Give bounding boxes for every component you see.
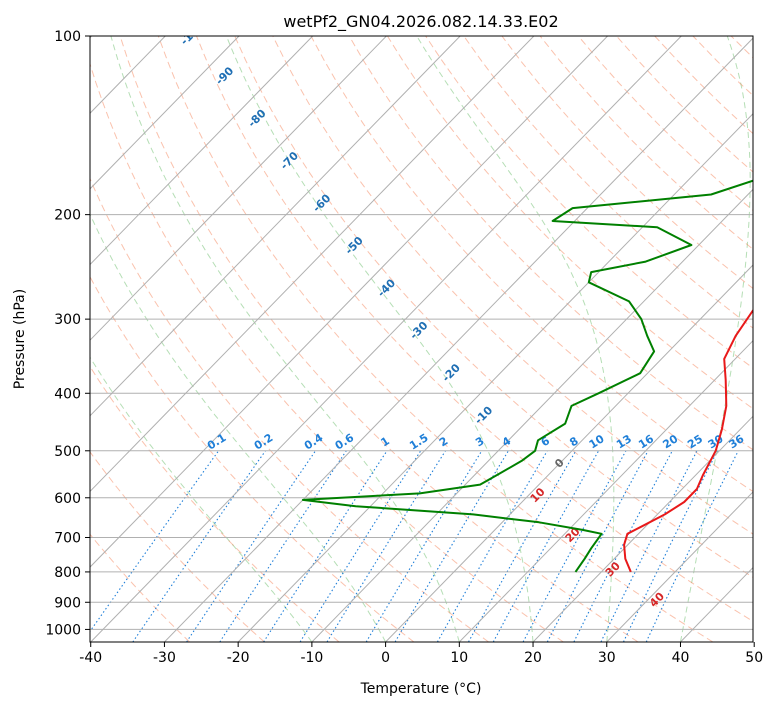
dewpoint-profile: [301, 179, 753, 573]
moist-adiabat-line: [680, 36, 751, 642]
x-axis: -40 -30 -20 -10 0 10 20 30 40 50: [79, 642, 763, 666]
dry-adiabat-line: [196, 36, 753, 622]
isotherm-line: [311, 188, 753, 642]
y-tick-label: 600: [54, 491, 81, 507]
dry-adiabat-line: [90, 365, 340, 642]
dry-adiabat-line: [425, 36, 753, 369]
dry-adiabat-line: [386, 36, 753, 410]
mixing-ratio-line: [365, 450, 483, 642]
mixing-ratio-line: [522, 450, 627, 642]
y-tick-label: 100: [54, 29, 81, 45]
x-axis-label: Temperature (°C): [360, 681, 482, 697]
profiles: [301, 179, 753, 573]
moist-adiabat-line: [90, 212, 387, 642]
mixing-ratio-line: [263, 450, 388, 642]
isotherm-line: [90, 36, 682, 642]
isotherm-line: [90, 36, 314, 266]
isotherm-line: [164, 37, 753, 642]
isotherm-line: [90, 36, 535, 493]
x-tick-label: -40: [79, 650, 102, 666]
y-tick-label: 500: [54, 444, 81, 460]
moist-adiabat-line: [110, 36, 460, 642]
dry-adiabat-line: [501, 36, 753, 290]
mixing-ratio-line: [219, 450, 347, 642]
isotherm-line: [237, 113, 753, 642]
dry-adiabat-line: [272, 36, 753, 535]
x-tick-label: -20: [227, 650, 250, 666]
isotherm-line: [532, 415, 753, 642]
x-tick-label: 0: [381, 650, 390, 666]
background-lines: [90, 36, 753, 642]
mixing-ratio-line: [622, 450, 718, 642]
dry-adiabat-line: [90, 62, 564, 642]
mixing-ratio-line: [299, 450, 422, 642]
temperature-profile: [623, 309, 753, 573]
dry-adiabat-line: [119, 36, 639, 642]
y-tick-label: 400: [54, 386, 81, 402]
isotherm-line: [458, 339, 753, 642]
x-tick-label: 30: [598, 650, 616, 666]
y-tick-label: 300: [54, 312, 81, 328]
x-tick-label: 40: [672, 650, 690, 666]
moist-adiabat-line: [225, 36, 534, 642]
y-axis: 100 200 300 400 500 600 700 800 900 1000: [45, 29, 90, 638]
mixing-ratio-line: [468, 450, 577, 642]
chart-title: wetPf2_GN04.2026.082.14.33.E02: [283, 12, 558, 32]
x-tick-label: 50: [745, 650, 763, 666]
x-tick-label: -30: [153, 650, 176, 666]
y-tick-label: 200: [54, 208, 81, 224]
dry-adiabat-line: [90, 177, 489, 642]
isotherm-line: [606, 491, 753, 642]
isotherm-label: -100: [178, 19, 207, 48]
x-tick-label: -10: [300, 650, 323, 666]
isotherm-line: [385, 264, 753, 642]
dry-adiabat-line: [310, 36, 753, 493]
mixing-ratio-line: [600, 450, 698, 642]
mixing-ratio-line: [90, 450, 220, 633]
y-tick-label: 700: [54, 531, 81, 547]
x-tick-label: 10: [450, 650, 468, 666]
mixing-ratio-line: [132, 450, 266, 642]
isotherm-line: [90, 36, 608, 568]
dry-adiabat-line: [348, 36, 753, 451]
dry-adiabat-line: [90, 533, 190, 642]
y-tick-label: 1000: [45, 622, 81, 638]
dry-adiabat-line: [90, 451, 265, 642]
isotherm-line: [90, 36, 461, 417]
dry-adiabat-line: [234, 36, 753, 578]
plot-frame: [89, 35, 754, 643]
x-tick-label: 20: [524, 650, 542, 666]
mixing-ratio-line: [546, 450, 649, 642]
isotherm-line: [90, 36, 387, 341]
dry-adiabat-line: [463, 36, 753, 329]
y-axis-label: Pressure (hPa): [12, 289, 28, 389]
y-tick-label: 900: [54, 595, 81, 611]
moist-adiabat-line: [416, 36, 615, 642]
mixing-ratio-line: [186, 450, 316, 642]
y-tick-label: 800: [54, 565, 81, 581]
isotherm-line: [90, 36, 240, 190]
